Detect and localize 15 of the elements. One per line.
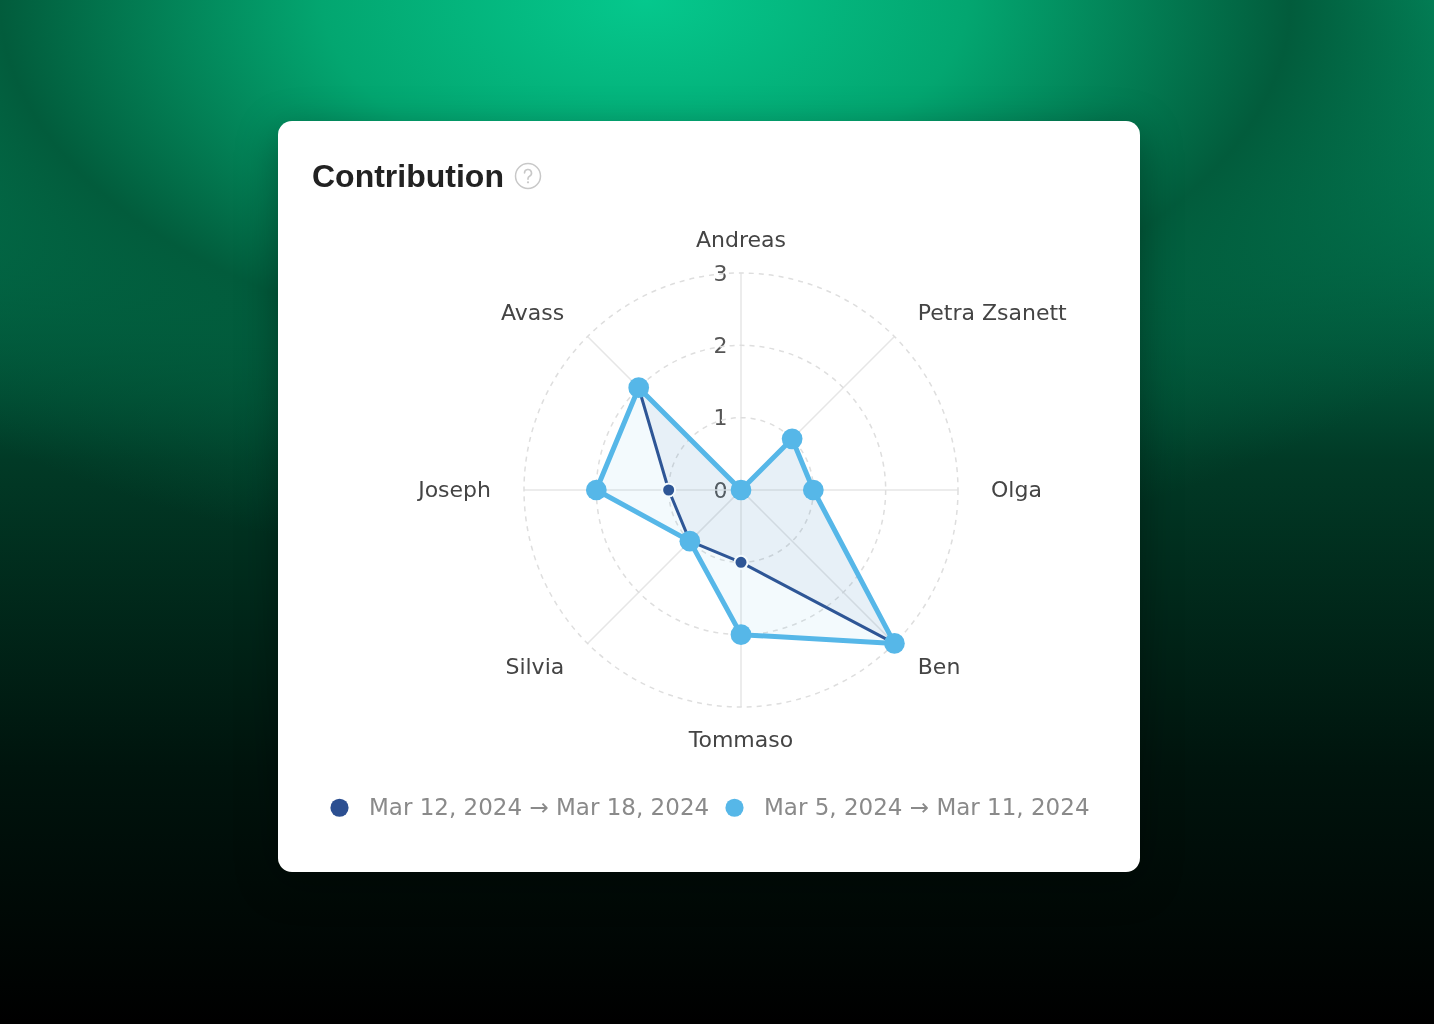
legend-label: Mar 12, 2024 → Mar 18, 2024 [369, 793, 710, 820]
y-tick-label: 1 [713, 405, 728, 431]
spoke-label: Avass [501, 300, 565, 326]
y-tick-label: 2 [713, 332, 728, 358]
y-tick-label: 3 [713, 260, 728, 286]
chart-title: Contribution [312, 157, 504, 195]
spoke-label: Ben [917, 653, 961, 679]
spoke-label: Tommaso [687, 726, 794, 752]
spoke-label: Petra Zsanett [917, 300, 1068, 326]
spoke-label: Silvia [505, 653, 565, 679]
spoke-label: Olga [990, 477, 1042, 502]
spoke-label: Joseph [416, 477, 492, 502]
spoke-label: Andreas [696, 227, 786, 253]
y-tick-label: 0 [713, 477, 728, 503]
legend-label: Mar 5, 2024 → Mar 11, 2024 [764, 793, 1090, 820]
